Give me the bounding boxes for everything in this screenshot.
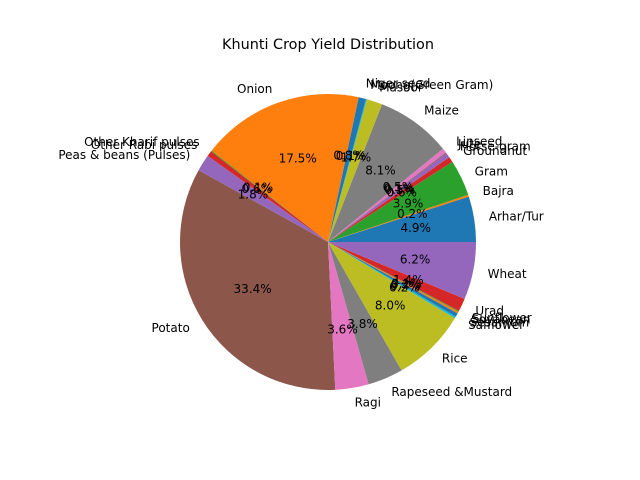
pie-slice-potato [180,170,336,391]
slice-label-arhar-tur: Arhar/Tur [489,210,544,224]
pie-slice-niger-seed [328,97,366,242]
slice-label-peas-beans-pulses: Peas & beans (Pulses) [58,148,190,162]
pie-slice-rapeseed-mustard [328,242,402,385]
slice-label-linseed: Linseed [456,135,502,149]
pie-slice-ragi [328,242,369,390]
slice-percent-other-rabi-pulses: 0.6% [242,182,273,196]
slice-label-onion: Onion [237,82,272,96]
pie-slice-soyabean [328,242,459,314]
slice-label-soyabean: Soyabean [471,313,530,327]
slice-percent-moong-green-gram: 0.1% [336,149,367,163]
slice-percent-other-kharif-pulses: 0.1% [243,180,274,194]
pie-slice-linseed [328,148,446,242]
slice-percent-soyabean: 0.2% [391,277,422,291]
slice-percent-jute: 0.1% [384,182,415,196]
pie-slice-bajra [328,194,469,242]
slice-percent-groundnut: 0.6% [386,185,417,199]
pie-slice-arhar-tur [328,196,476,242]
slice-label-other-kharif-pulses: Other Kharif pulses [84,135,199,149]
slice-percent-maize: 8.1% [365,163,396,177]
pie-slice-safflower [328,242,456,319]
slice-label-niger-seed: Niger seed [366,77,431,91]
slice-percent-horse-gram: 0.5% [385,183,416,197]
slice-label-wheat: Wheat [488,267,527,281]
slice-percent-linseed: 0.5% [383,180,414,194]
slice-percent-sunflower: 0.1% [391,277,422,291]
slice-label-rapeseed-mustard: Rapeseed &Mustard [391,385,512,399]
slice-percent-wheat: 6.2% [400,252,431,266]
slice-percent-urad: 1.4% [393,273,424,287]
slice-percent-arhar-tur: 4.9% [400,221,431,235]
slice-percent-peas-beans-pulses: 1.8% [238,188,269,202]
pie-slice-peas-beans-pulses [198,155,328,242]
slice-label-rice: Rice [442,351,468,365]
slice-percent-ragi: 3.6% [327,323,358,337]
slice-label-bajra: Bajra [483,184,514,198]
slice-percent-safflower: 0.2% [389,280,420,294]
slice-label-ragi: Ragi [355,396,381,410]
pie-slice-other-kharif-pulses [210,150,328,242]
pie-slice-onion [211,93,359,242]
slice-percent-potato: 33.4% [234,282,272,296]
slice-percent-labels: 4.9%0.2%3.9%0.6%0.5%0.1%0.5%8.1%1.7%0.1%… [234,149,431,337]
chart-title: Khunti Crop Yield Distribution [222,37,434,53]
slice-label-maize: Maize [424,104,459,118]
slice-label-sesamum: Sesamum [470,315,530,329]
pie-slice-masoor [328,99,383,242]
slice-percent-bajra: 0.2% [397,207,428,221]
slice-label-other-rabi-pulses: Other Rabi pulses [91,138,198,152]
pie-slice-sunflower [328,242,460,312]
slice-percent-rapeseed-mustard: 3.8% [347,317,378,331]
slice-label-groundnut: Groundnut [463,144,527,158]
pie-slices [180,93,476,391]
pie-slice-maize [328,104,443,242]
slice-label-urad: Urad [475,304,504,318]
slice-labels: Arhar/Tur Bajra Gram GroundnutHorse-gramJut… [58,77,543,410]
slice-percent-sesamum: 0.4% [390,279,421,293]
slice-label-sunflower: Sunflower [472,311,532,325]
slice-label-gram: Gram [475,164,508,178]
pie-slice-sesamum [328,242,458,317]
slice-percent-rice: 8.0% [375,298,406,312]
pie-slice-rice [328,242,455,371]
slice-label-safflower: Safflower [468,318,524,332]
pie-slice-moong-green-gram [328,98,367,242]
pie-slice-groundnut [328,157,453,242]
pie-slice-urad [328,242,465,311]
slice-percent-gram: 3.9% [393,196,424,210]
slice-label-jute: Jute [457,137,481,151]
pie-slice-gram [328,161,469,242]
pie-slice-jute [328,152,447,242]
slice-percent-masoor: 1.7% [341,151,372,165]
slice-label-potato: Potato [152,321,190,335]
slice-percent-onion: 17.5% [279,152,317,166]
slice-label-moong-green-gram: Moong(Green Gram) [370,78,493,92]
slice-label-masoor: Masoor [379,80,423,94]
pie-slice-wheat [328,242,476,299]
slice-percent-niger-seed: 0.8% [333,149,364,163]
pie-slice-other-rabi-pulses [207,151,328,242]
pie-slice-horse-gram [328,153,450,242]
slice-label-horse-gram: Horse-gram [460,139,531,153]
